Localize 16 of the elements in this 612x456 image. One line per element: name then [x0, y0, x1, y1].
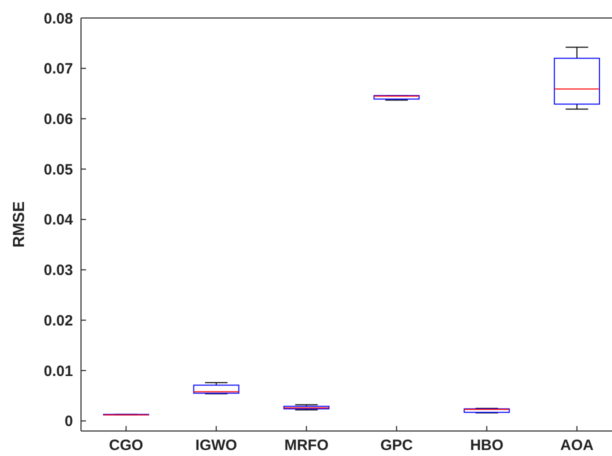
x-tick-label: CGO — [108, 437, 144, 454]
y-tick-label: 0.05 — [44, 161, 73, 178]
y-tick-label: 0 — [64, 413, 73, 430]
x-tick-label: MRFO — [284, 437, 329, 454]
y-tick-label: 0.08 — [44, 10, 73, 28]
x-tick-label: GPC — [380, 437, 413, 454]
y-tick-label: 0.01 — [44, 362, 73, 380]
y-axis-title: RMSE — [11, 201, 28, 248]
x-tick-label: HBO — [470, 437, 504, 454]
y-tick-label: 0.04 — [44, 212, 74, 229]
y-tick-label: 0.06 — [44, 110, 73, 128]
x-tick-label: AOA — [560, 437, 594, 454]
y-tick-label: 0.03 — [44, 262, 73, 280]
y-tick-label: 0.02 — [44, 312, 73, 330]
x-tick-label: IGWO — [195, 437, 238, 454]
y-tick-label: 0.07 — [44, 60, 73, 78]
